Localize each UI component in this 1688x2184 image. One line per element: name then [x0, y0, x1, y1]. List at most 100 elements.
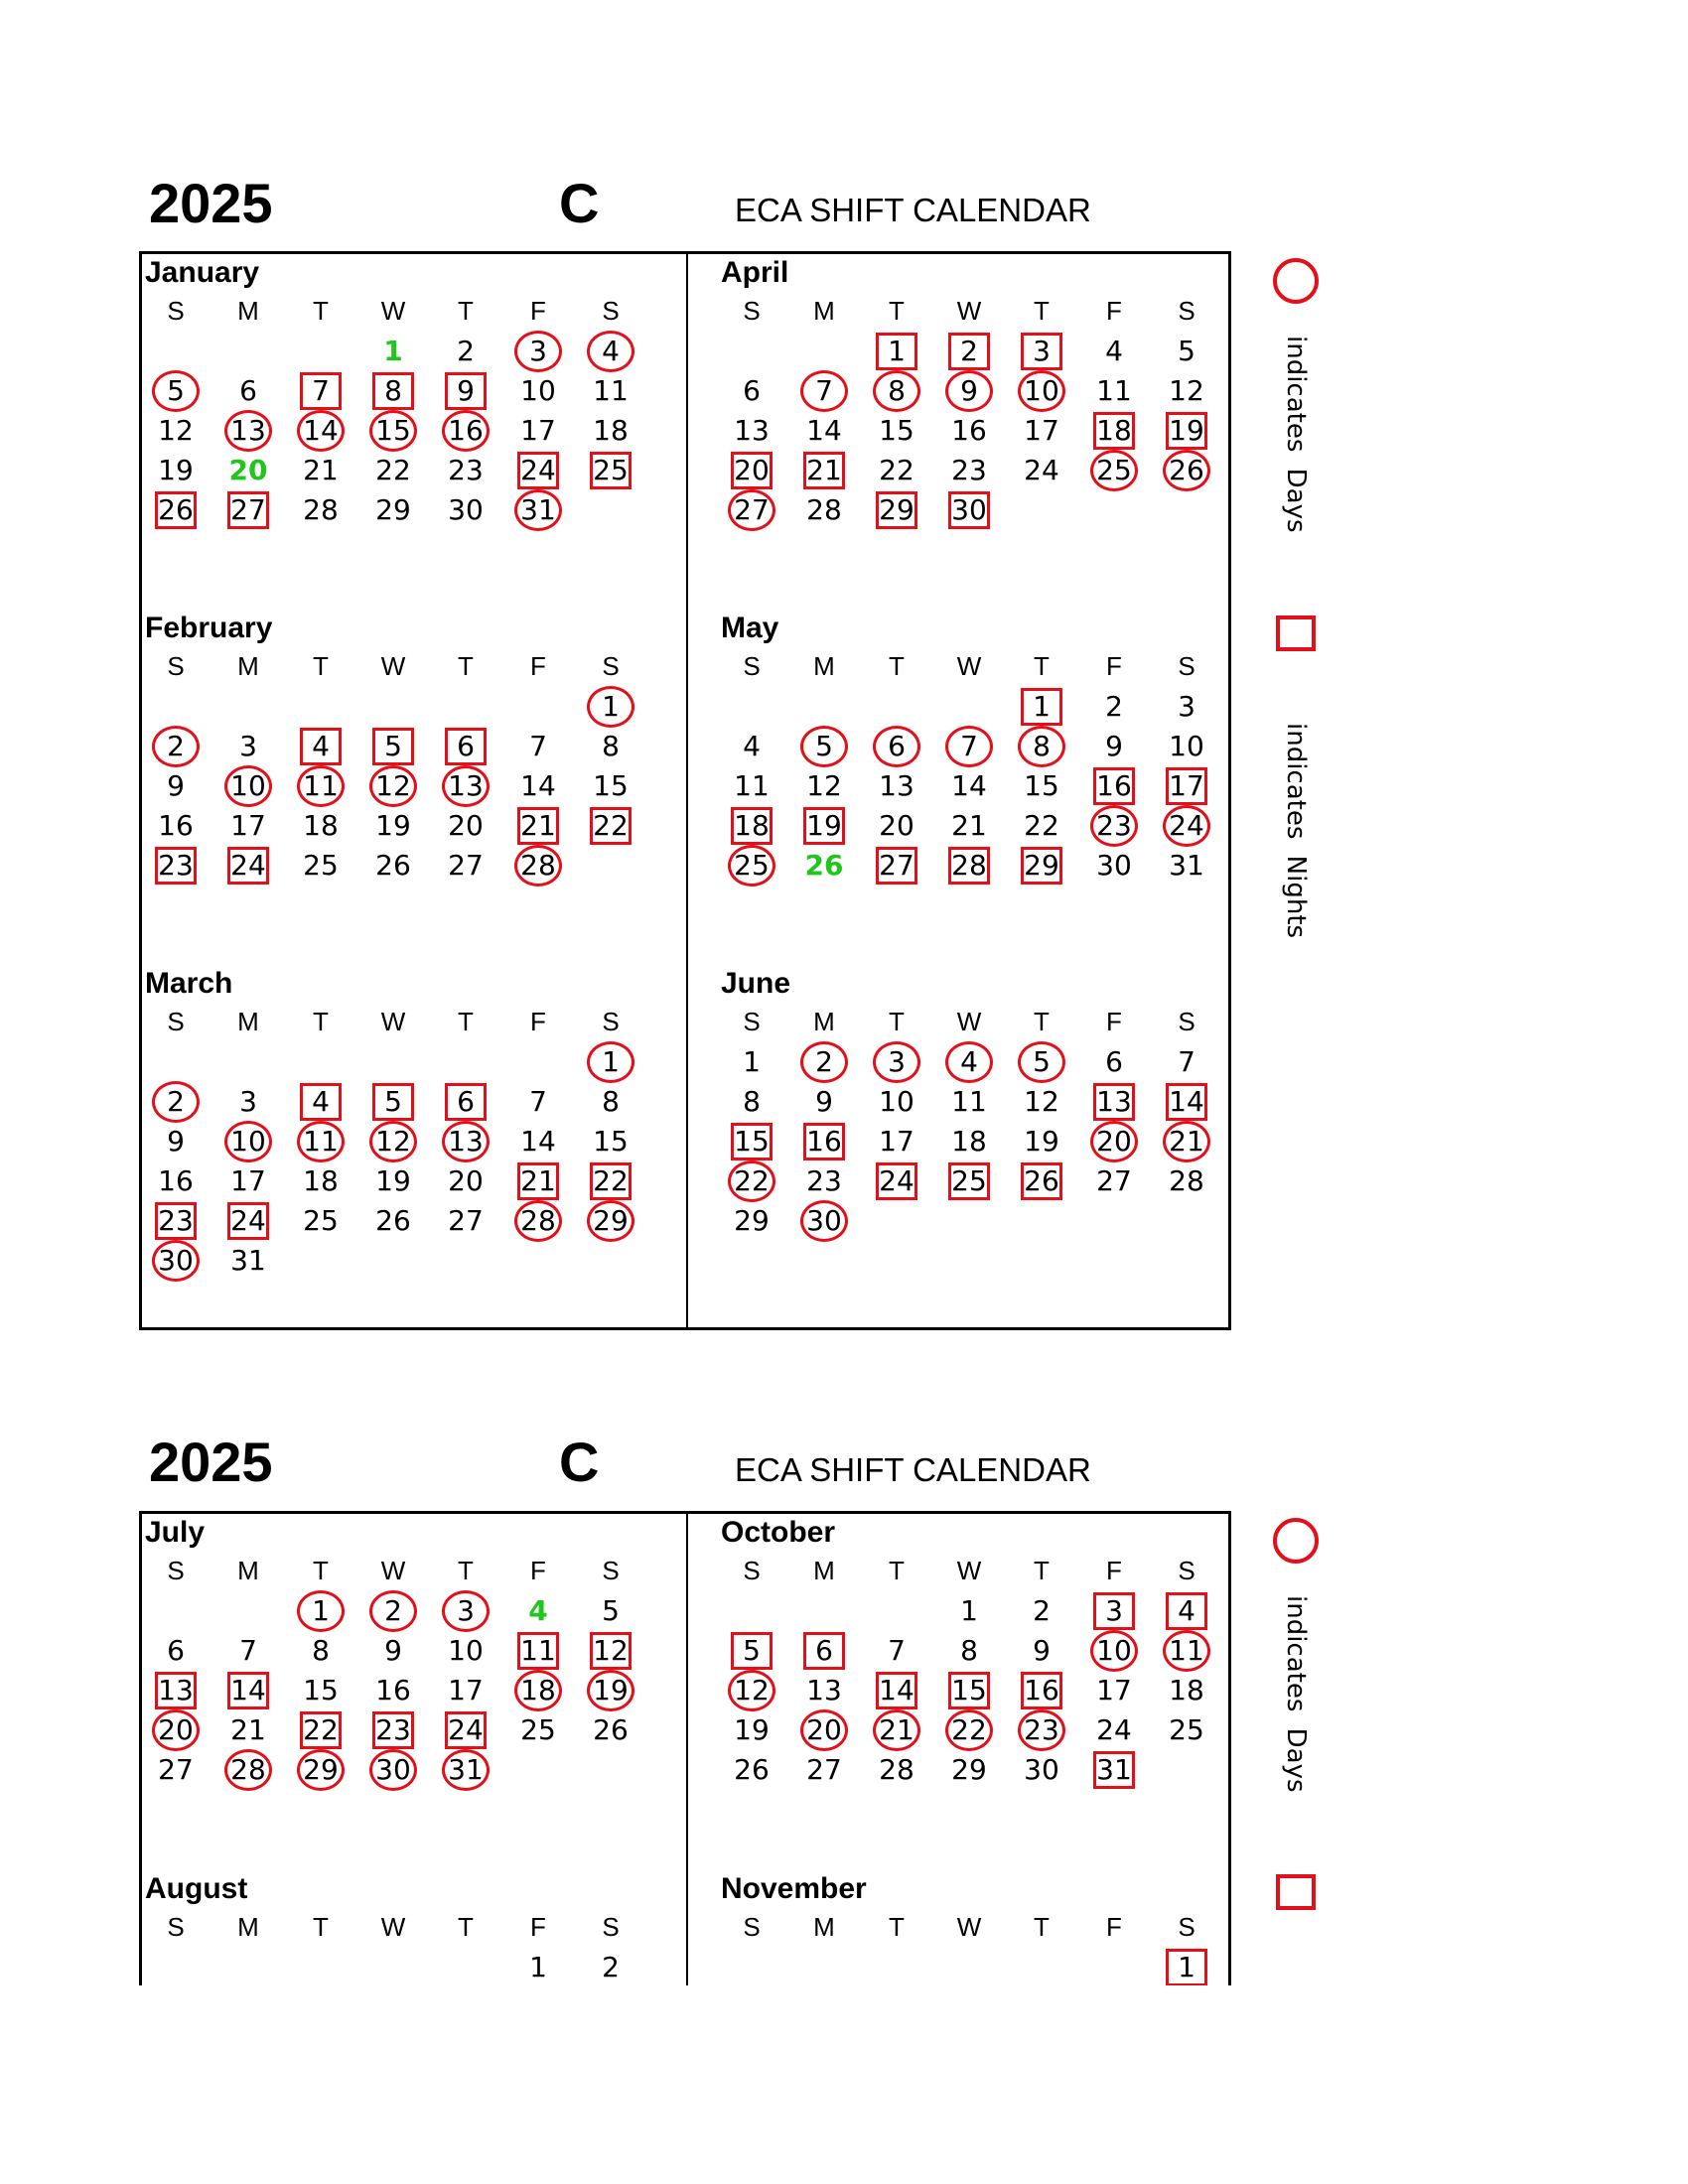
calendar-day: 19: [146, 451, 206, 490]
weekday-header: S: [1178, 1556, 1196, 1585]
page1-title: ECA SHIFT CALENDAR: [735, 192, 1091, 228]
night-shift-square-icon: [1166, 1592, 1207, 1630]
day-number: 28: [879, 1753, 914, 1786]
night-shift-square-icon: [227, 491, 269, 529]
calendar-day: 3: [1084, 1591, 1144, 1631]
day-number: 12: [1169, 374, 1204, 407]
calendar-day: 14: [508, 1122, 568, 1161]
calendar-day: 1: [508, 1948, 568, 1987]
calendar-day: 27: [794, 1750, 854, 1790]
weekday-header: T: [1034, 1007, 1050, 1036]
calendar-day: 19: [722, 1710, 781, 1750]
day-number: 25: [303, 1204, 339, 1237]
night-shift-square-icon: [155, 847, 197, 885]
calendar-day: 25: [291, 1201, 351, 1241]
day-number: 26: [593, 1713, 629, 1746]
day-number: 8: [1033, 730, 1051, 762]
day-number: 2: [1033, 1594, 1051, 1627]
calendar-day: 23: [436, 451, 495, 490]
calendar-day: 25: [722, 845, 781, 887]
day-number: 5: [167, 374, 185, 407]
calendar-day: 22: [722, 1160, 781, 1202]
calendar-day: 7: [867, 1631, 926, 1671]
night-shift-square-icon: [300, 728, 342, 765]
circle-outline-icon: [1273, 1518, 1319, 1564]
day-number: 24: [520, 454, 556, 486]
day-shift-circle-icon: [442, 1749, 490, 1791]
calendar-day: 11: [291, 765, 351, 807]
day-number: 8: [888, 374, 906, 407]
day-number: 4: [312, 730, 330, 762]
calendar-day: 2: [363, 1590, 423, 1632]
day-number: 3: [888, 1045, 906, 1078]
calendar-day: 26: [722, 1750, 781, 1790]
calendar-day: 6: [794, 1631, 854, 1671]
day-number: 6: [1105, 1045, 1123, 1078]
day-shift-circle-icon: [945, 370, 993, 412]
legend-days-label: indicates Days: [1281, 1595, 1311, 1793]
day-number: 26: [158, 493, 194, 526]
weekday-header: S: [743, 296, 761, 326]
day-number: 29: [303, 1753, 339, 1786]
night-shift-square-icon: [948, 491, 990, 529]
day-number: 27: [230, 493, 266, 526]
weekday-header: F: [1106, 296, 1122, 326]
night-shift-square-icon: [1093, 767, 1135, 805]
day-number: 18: [1096, 414, 1132, 447]
calendar-day: 17: [436, 1671, 495, 1710]
night-shift-square-icon: [1093, 1083, 1135, 1121]
day-number: 8: [602, 730, 620, 762]
calendar-day: 7: [508, 727, 568, 766]
day-number: 6: [888, 730, 906, 762]
day-number: 10: [230, 1125, 266, 1158]
day-number: 23: [1024, 1713, 1059, 1746]
day-number: 3: [1178, 690, 1196, 723]
calendar-day: 15: [939, 1671, 999, 1710]
day-number: 17: [1169, 769, 1204, 802]
calendar-day: 18: [939, 1122, 999, 1161]
weekday-header: W: [956, 1912, 982, 1942]
calendar-day: 26: [581, 1710, 640, 1750]
calendar-day: 11: [581, 371, 640, 411]
calendar-day: 9: [146, 766, 206, 806]
calendar-day: 30: [436, 490, 495, 530]
day-number: 30: [1024, 1753, 1059, 1786]
day-number: 28: [303, 493, 339, 526]
calendar-day: 24: [218, 846, 278, 886]
day-number: 1: [602, 690, 620, 723]
day-shift-circle-icon: [369, 410, 417, 452]
day-number: 4: [312, 1085, 330, 1118]
day-shift-circle-icon: [224, 765, 272, 807]
day-number: 5: [1178, 335, 1196, 367]
calendar-day: 12: [363, 765, 423, 807]
day-shift-circle-icon: [1018, 370, 1065, 412]
calendar-day: 2: [939, 332, 999, 371]
calendar-day: 4: [722, 727, 781, 766]
day-shift-circle-icon: [587, 686, 634, 728]
day-number: 22: [951, 1713, 987, 1746]
day-number: 10: [448, 1634, 484, 1667]
weekday-header: T: [889, 1912, 905, 1942]
day-shift-circle-icon: [873, 1709, 920, 1751]
day-shift-circle-icon: [1090, 450, 1138, 491]
calendar-day: 21: [794, 451, 854, 490]
calendar-day: 1: [939, 1591, 999, 1631]
day-number: 29: [734, 1204, 770, 1237]
day-number: 24: [448, 1713, 484, 1746]
calendar-day: 27: [436, 846, 495, 886]
calendar-day: 23: [363, 1710, 423, 1750]
night-shift-square-icon: [300, 1711, 342, 1749]
calendar-day: 12: [794, 766, 854, 806]
calendar-day: 6: [722, 371, 781, 411]
day-number: 19: [1169, 414, 1204, 447]
weekday-header: F: [530, 1912, 546, 1942]
calendar-day: 8: [1012, 726, 1071, 767]
calendar-day: 28: [218, 1749, 278, 1791]
night-shift-square-icon: [372, 728, 414, 765]
night-shift-square-icon: [227, 1672, 269, 1709]
day-number: 31: [1096, 1753, 1132, 1786]
day-number: 11: [1096, 374, 1132, 407]
weekday-header: S: [1178, 1007, 1196, 1036]
calendar-day: 18: [291, 806, 351, 846]
calendar-day: 2: [1084, 687, 1144, 727]
